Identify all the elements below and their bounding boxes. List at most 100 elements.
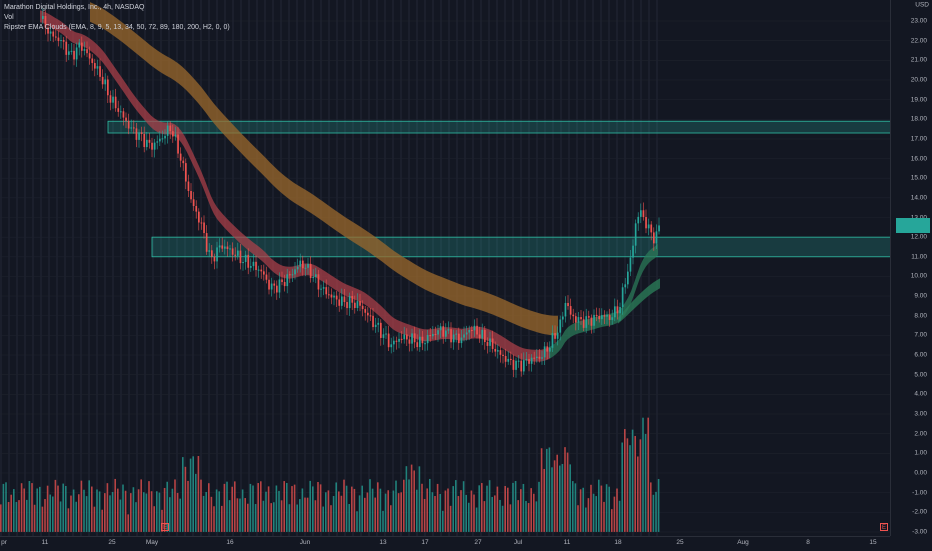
session-stripe bbox=[128, 0, 130, 536]
volume-bar bbox=[2, 483, 5, 532]
candle-body bbox=[307, 263, 309, 268]
volume-bar bbox=[657, 479, 660, 532]
volume-bar bbox=[408, 479, 410, 532]
candle-body bbox=[400, 338, 403, 340]
symbol-title[interactable]: Marathon Digital Holdings, Inc., 4h, NAS… bbox=[4, 4, 145, 11]
candle-body bbox=[114, 96, 117, 109]
volume-bar bbox=[319, 484, 322, 532]
volume-bar bbox=[57, 485, 59, 532]
candle-body bbox=[419, 336, 421, 348]
session-stripe bbox=[96, 0, 98, 536]
time-tick-label: Aug bbox=[737, 539, 749, 546]
price-tick-label: 14.00 bbox=[910, 194, 927, 202]
session-stripe bbox=[192, 0, 194, 536]
candle-body bbox=[192, 199, 195, 207]
volume-bar bbox=[322, 506, 324, 532]
volume-bar bbox=[551, 467, 553, 532]
volume-bar bbox=[650, 482, 652, 532]
time-tick-label: 18 bbox=[614, 539, 622, 546]
volume-bar bbox=[577, 505, 579, 532]
candle-body bbox=[452, 334, 455, 343]
candle-body bbox=[627, 271, 629, 285]
volume-bar bbox=[644, 433, 647, 532]
price-tick-label: 16.00 bbox=[910, 155, 927, 163]
candle-body bbox=[385, 333, 387, 335]
price-tick-label: 5.00 bbox=[914, 371, 927, 379]
candle-body bbox=[309, 263, 312, 279]
time-axis[interactable]: pr 11 25 May 16 Jun 13 17 27 Jul 11 18 25 Aug 8 15 bbox=[0, 536, 890, 551]
session-stripe bbox=[264, 0, 266, 536]
volume-bar bbox=[54, 479, 57, 532]
candle-body bbox=[577, 317, 580, 323]
volume-bar bbox=[403, 479, 405, 532]
candle-body bbox=[590, 317, 593, 326]
candle-body bbox=[273, 283, 276, 286]
time-tick-label: Jun bbox=[299, 539, 311, 546]
candle-body bbox=[606, 314, 608, 317]
price-chart[interactable] bbox=[0, 0, 890, 536]
candle-body bbox=[57, 37, 60, 42]
earnings-marker-upcoming[interactable]: E bbox=[880, 523, 888, 531]
volume-bar bbox=[624, 429, 626, 532]
candle-body bbox=[481, 329, 484, 339]
candle-body bbox=[247, 254, 250, 268]
candle-body bbox=[65, 41, 68, 55]
volume-bar bbox=[387, 490, 389, 532]
volume-bar bbox=[252, 485, 254, 532]
candle-body bbox=[478, 334, 481, 339]
volume-bar bbox=[564, 447, 566, 532]
candle-body bbox=[408, 339, 411, 344]
price-tick-label: 7.00 bbox=[914, 331, 927, 339]
volume-bar bbox=[228, 500, 231, 532]
price-tick-label: 1.00 bbox=[914, 449, 927, 457]
session-stripe bbox=[632, 0, 634, 536]
session-stripe bbox=[568, 0, 570, 536]
candle-body bbox=[47, 27, 49, 34]
candle-body bbox=[73, 50, 75, 60]
session-stripe bbox=[656, 0, 658, 536]
volume-bar bbox=[202, 495, 205, 532]
chart-area[interactable]: Marathon Digital Holdings, Inc., 4h, NAS… bbox=[0, 0, 890, 536]
candle-body bbox=[361, 305, 364, 310]
candle-body bbox=[432, 334, 434, 337]
price-tick-label: 23.00 bbox=[910, 17, 927, 25]
volume-bar bbox=[210, 496, 213, 532]
candle-body bbox=[582, 319, 585, 328]
volume-indicator-label[interactable]: Vol bbox=[4, 14, 14, 21]
volume-bar bbox=[356, 511, 358, 532]
candle-body bbox=[156, 141, 159, 143]
candle-body bbox=[406, 334, 408, 340]
price-axis[interactable]: 23.00 22.00 21.00 20.00 19.00 18.00 17.00 16.00… bbox=[890, 0, 932, 536]
candle-body bbox=[429, 335, 432, 337]
candle-body bbox=[616, 306, 619, 314]
earnings-marker[interactable]: E bbox=[161, 523, 169, 531]
volume-bar bbox=[104, 493, 106, 532]
session-stripe bbox=[328, 0, 330, 536]
candle-body bbox=[528, 358, 530, 364]
session-stripe bbox=[64, 0, 66, 536]
ema-cloud-indicator-label[interactable]: Ripster EMA Clouds (EMA, 8, 9, 5, 13, 34… bbox=[4, 24, 230, 31]
candle-body bbox=[585, 316, 588, 328]
candle-body bbox=[559, 319, 562, 333]
volume-bar bbox=[364, 497, 366, 532]
volume-bar bbox=[527, 503, 530, 532]
volume-bar bbox=[514, 480, 517, 532]
candle-body bbox=[283, 282, 286, 287]
candle-body bbox=[655, 231, 658, 244]
volume-bar bbox=[343, 479, 345, 532]
volume-bar bbox=[494, 495, 496, 532]
candle-body bbox=[268, 279, 270, 290]
candle-body bbox=[442, 326, 445, 337]
volume-bar bbox=[449, 505, 452, 532]
time-tick-label: 27 bbox=[474, 539, 482, 546]
candle-body bbox=[44, 15, 47, 28]
candle-body bbox=[507, 358, 510, 362]
volume-bar bbox=[509, 504, 512, 532]
volume-bar bbox=[426, 488, 428, 532]
candle-body bbox=[244, 254, 247, 262]
volume-bar bbox=[153, 506, 155, 532]
session-stripe bbox=[464, 0, 466, 536]
volume-bar bbox=[223, 483, 226, 532]
volume-bar bbox=[504, 486, 506, 532]
volume-bar bbox=[358, 495, 361, 532]
